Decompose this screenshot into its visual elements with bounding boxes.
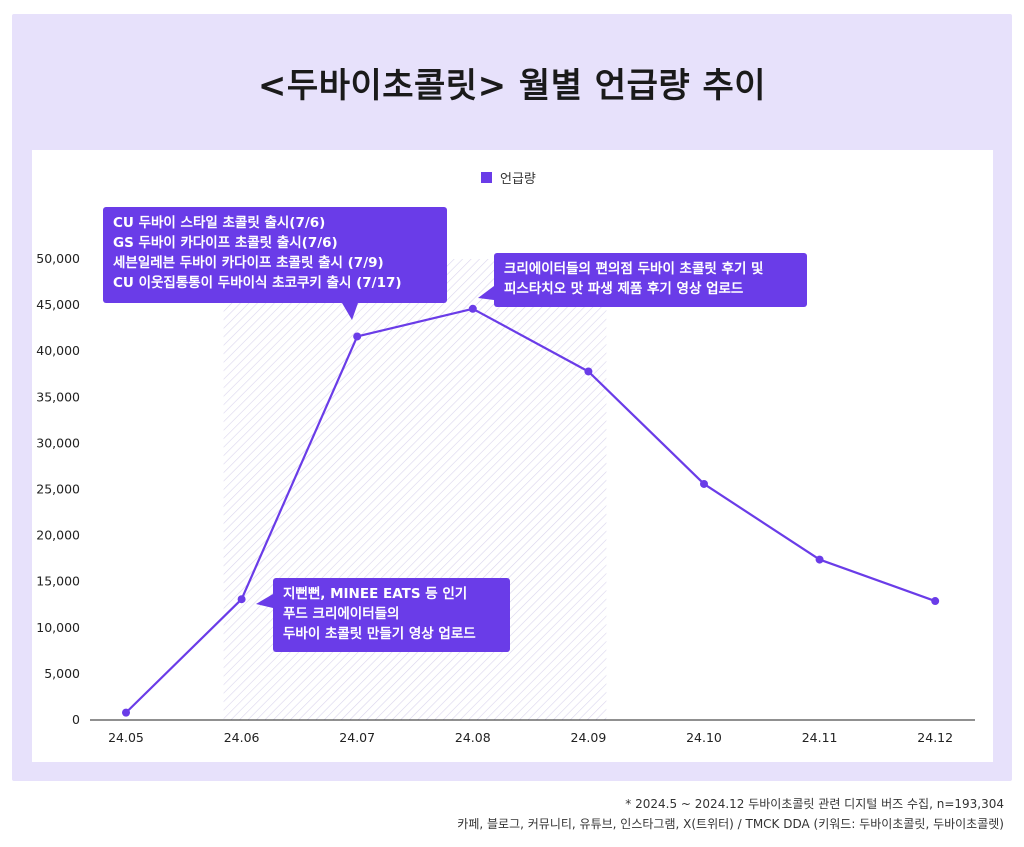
callout-july-line: CU 두바이 스타일 초콜릿 출시(7/6) <box>113 215 326 231</box>
callout-june-line: 두바이 초콜릿 만들기 영상 업로드 <box>283 626 476 642</box>
callout-july-line: 세븐일레븐 두바이 카다이프 초콜릿 출시 (7/9) <box>113 255 384 271</box>
callout-june-line: 푸드 크리에이터들의 <box>283 606 400 622</box>
x-tick-label: 24.06 <box>224 730 260 745</box>
legend: 언급량 <box>481 168 536 187</box>
y-tick-label: 25,000 <box>36 482 80 497</box>
chart-title: <두바이초콜릿> 월별 언급량 추이 <box>257 66 767 106</box>
callout-july-line: CU 이웃집통통이 두바이식 초코쿠키 출시 (7/17) <box>113 275 402 291</box>
legend-swatch <box>481 172 492 183</box>
legend-label: 언급량 <box>500 172 536 187</box>
callout-july-line: GS 두바이 카다이프 초콜릿 출시(7/6) <box>113 235 338 251</box>
y-tick-label: 10,000 <box>36 620 80 635</box>
callout-august-line: 크리에이터들의 편의점 두바이 초콜릿 후기 및 <box>504 261 764 277</box>
x-tick-label: 24.10 <box>686 730 722 745</box>
x-tick-label: 24.07 <box>339 730 375 745</box>
data-point <box>931 597 940 606</box>
footnote-source: * 2024.5 ~ 2024.12 두바이초콜릿 관련 디지털 버즈 수집, … <box>625 797 1004 811</box>
y-tick-label: 15,000 <box>36 574 80 589</box>
y-tick-label: 5,000 <box>44 666 80 681</box>
y-tick-label: 35,000 <box>36 389 80 404</box>
callout-july-pointer <box>342 303 358 320</box>
callout-june-pointer <box>256 594 273 608</box>
x-tick-label: 24.09 <box>571 730 607 745</box>
y-tick-label: 30,000 <box>36 435 80 450</box>
data-point <box>584 367 593 376</box>
data-point <box>237 595 246 604</box>
y-tick-label: 40,000 <box>36 343 80 358</box>
data-point <box>353 332 362 341</box>
callout-august-pointer <box>478 286 494 300</box>
x-tick-label: 24.05 <box>108 730 144 745</box>
y-tick-label: 0 <box>72 712 80 727</box>
x-tick-label: 24.08 <box>455 730 491 745</box>
y-tick-label: 20,000 <box>36 528 80 543</box>
callout-june: 지뻔뻔, MINEE EATS 등 인기 푸드 크리에이터들의 두바이 초콜릿 … <box>273 578 510 652</box>
footnote-channels: 카페, 블로그, 커뮤니티, 유튜브, 인스타그램, X(트위터) / TMCK… <box>457 817 1004 831</box>
callout-june-line: 지뻔뻔, MINEE EATS 등 인기 <box>283 586 468 602</box>
data-point <box>815 555 824 564</box>
x-tick-label: 24.11 <box>802 730 838 745</box>
x-tick-label: 24.12 <box>917 730 953 745</box>
data-point <box>700 479 708 488</box>
y-tick-label: 50,000 <box>36 251 80 266</box>
callout-july: CU 두바이 스타일 초콜릿 출시(7/6) GS 두바이 카다이프 초콜릿 출… <box>103 207 447 303</box>
callout-august-line: 피스타치오 맛 파생 제품 후기 영상 업로드 <box>504 281 744 297</box>
data-point <box>468 304 477 313</box>
y-tick-label: 45,000 <box>36 297 80 312</box>
series-line <box>125 307 936 714</box>
callout-august: 크리에이터들의 편의점 두바이 초콜릿 후기 및 피스타치오 맛 파생 제품 후… <box>494 253 807 307</box>
data-point <box>122 708 130 717</box>
